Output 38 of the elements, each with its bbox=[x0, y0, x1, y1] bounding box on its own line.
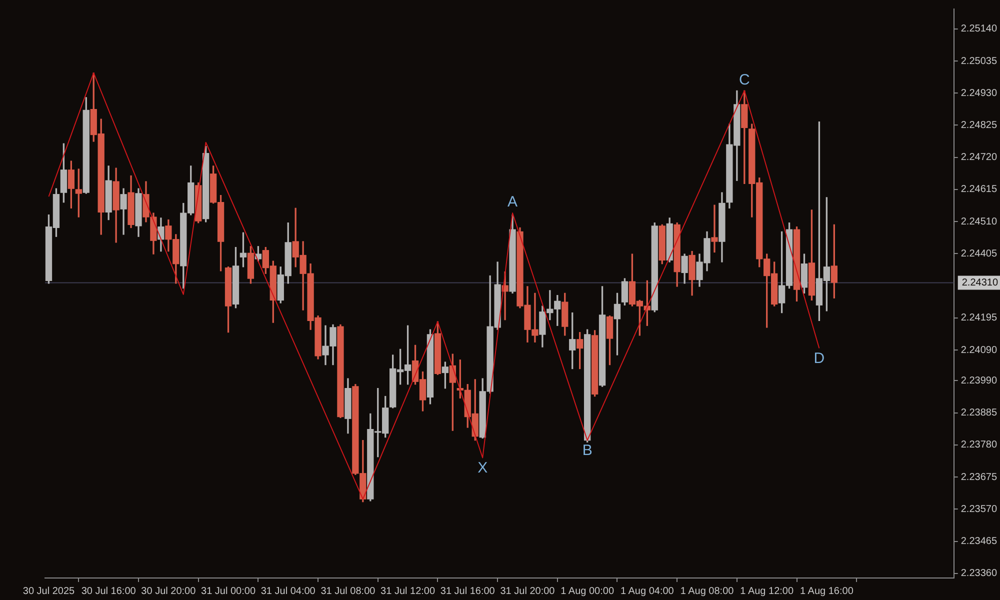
y-tick-label: 2.25035 bbox=[960, 56, 998, 67]
x-tick-label: 31 Jul 00:00 bbox=[201, 586, 256, 597]
y-tick-label: 2.24825 bbox=[960, 120, 998, 131]
y-tick-label: 2.24405 bbox=[960, 248, 998, 260]
x-tick-label: 1 Aug 08:00 bbox=[680, 586, 734, 597]
y-tick-label: 2.24195 bbox=[960, 312, 998, 324]
x-tick-label: 31 Jul 16:00 bbox=[440, 586, 496, 597]
y-tick-label: 2.23465 bbox=[960, 536, 998, 548]
x-tick-label: 1 Aug 12:00 bbox=[740, 586, 794, 597]
x-tick-label: 1 Aug 00:00 bbox=[560, 586, 614, 597]
x-tick-label: 31 Jul 04:00 bbox=[260, 586, 316, 597]
x-tick-label: 31 Jul 08:00 bbox=[320, 586, 376, 597]
y-tick-label: 2.25140 bbox=[960, 24, 998, 35]
x-tick-label: 30 Jul 16:00 bbox=[81, 586, 136, 597]
y-tick-label: 2.23675 bbox=[960, 472, 998, 483]
y-tick-label: 2.24930 bbox=[960, 88, 998, 99]
y-tick-label: 2.24090 bbox=[960, 344, 998, 356]
y-tick-label: 2.24510 bbox=[960, 216, 998, 228]
y-tick-label: 2.23780 bbox=[960, 440, 998, 451]
annotation: C bbox=[738, 71, 750, 88]
y-tick-label: 2.23885 bbox=[960, 408, 998, 419]
candlestick bbox=[711, 204, 718, 253]
y-tick-label: 2.23990 bbox=[960, 375, 998, 386]
x-tick-label: 31 Jul 12:00 bbox=[380, 586, 436, 597]
ref-line-label: 2.24310 bbox=[962, 278, 998, 289]
annotation: B bbox=[582, 442, 592, 459]
annotation: X bbox=[478, 459, 488, 476]
annotation: D bbox=[814, 350, 825, 367]
y-tick-label: 2.23360 bbox=[960, 568, 998, 580]
x-tick-label: 1 Aug 16:00 bbox=[800, 586, 854, 597]
y-tick-label: 2.23570 bbox=[960, 504, 998, 515]
y-tick-label: 2.24720 bbox=[960, 152, 998, 164]
x-tick-label: 30 Jul 20:00 bbox=[141, 586, 196, 597]
x-tick-label: 30 Jul 2025 bbox=[22, 586, 76, 597]
y-tick-label: 2.24615 bbox=[960, 184, 998, 196]
x-tick-label: 31 Jul 20:00 bbox=[500, 586, 556, 597]
x-tick-label: 1 Aug 04:00 bbox=[620, 586, 674, 597]
annotation: A bbox=[508, 194, 518, 211]
